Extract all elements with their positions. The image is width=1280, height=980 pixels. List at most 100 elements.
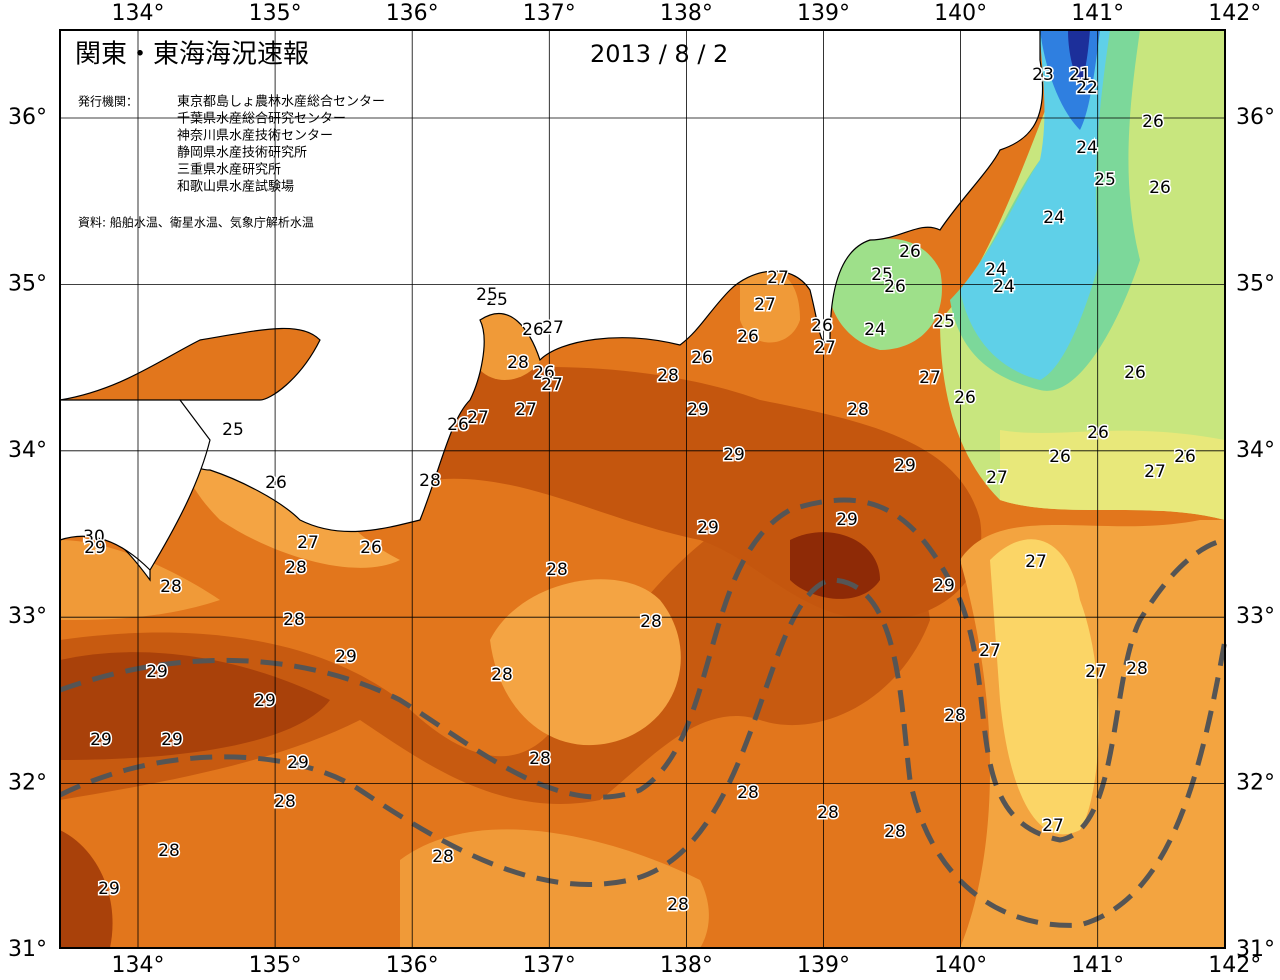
contour-label: 26 bbox=[1174, 447, 1196, 467]
contour-label: 28 bbox=[432, 847, 454, 867]
contour-label: 28 bbox=[419, 471, 441, 491]
lat-label-left: 33° bbox=[8, 604, 47, 629]
lon-label-top: 141° bbox=[1071, 1, 1124, 26]
contour-label: 27 bbox=[515, 400, 537, 420]
contour-label: 27 bbox=[754, 295, 776, 315]
lon-label-bottom: 134° bbox=[112, 953, 165, 978]
contour-label: 29 bbox=[933, 576, 955, 596]
lon-label-bottom: 141° bbox=[1071, 953, 1124, 978]
lat-label-left: 34° bbox=[8, 438, 47, 463]
agency: 三重県水産研究所 bbox=[177, 162, 281, 178]
contour-label: 28 bbox=[817, 803, 839, 823]
contour-label: 26 bbox=[1149, 178, 1171, 198]
contour-label: 28 bbox=[640, 612, 662, 632]
agency: 千葉県水産総合研究センター bbox=[177, 111, 346, 127]
lon-label-bottom: 136° bbox=[386, 953, 439, 978]
contour-label: 26 bbox=[1049, 447, 1071, 467]
lat-label-right: 33° bbox=[1236, 604, 1275, 629]
contour-label: 27 bbox=[979, 641, 1001, 661]
contour-label: 29 bbox=[161, 730, 183, 750]
contour-label: 24 bbox=[1043, 208, 1065, 228]
contour-label: 27 bbox=[467, 408, 489, 428]
agency-list: 東京都島しょ農林水産総合センター千葉県水産総合研究センター神奈川県水産技術センタ… bbox=[177, 94, 385, 195]
contour-label: 29 bbox=[836, 510, 858, 530]
contour-label: 29 bbox=[687, 400, 709, 420]
lat-label-right: 34° bbox=[1236, 438, 1275, 463]
contour-label: 28 bbox=[274, 792, 296, 812]
contour-label: 29 bbox=[254, 691, 276, 711]
agency: 静岡県水産技術研究所 bbox=[177, 145, 307, 161]
contour-label: 26 bbox=[737, 327, 759, 347]
contour-label: 27 bbox=[1025, 552, 1047, 572]
lon-label-top: 142° bbox=[1208, 1, 1261, 26]
graticule bbox=[60, 30, 1225, 948]
lat-label-right: 32° bbox=[1236, 771, 1275, 796]
agencies-label: 発行機関： bbox=[78, 94, 138, 109]
contour-label: 25 bbox=[933, 312, 955, 332]
kuroshio-axis bbox=[58, 497, 1228, 928]
contour-label: 25 bbox=[1094, 170, 1116, 190]
lat-label-left: 32° bbox=[8, 771, 47, 796]
contour-label: 28 bbox=[667, 895, 689, 915]
contour-label: 28 bbox=[491, 665, 513, 685]
map-date: 2013 / 8 / 2 bbox=[590, 40, 728, 68]
map-title: 関東・東海海況速報 bbox=[75, 40, 309, 70]
agency: 神奈川県水産技術センター bbox=[177, 128, 333, 144]
contour-label: 26 bbox=[447, 415, 469, 435]
contour-label: 29 bbox=[894, 456, 916, 476]
contour-label: 27 bbox=[1085, 662, 1107, 682]
contour-label: 21 bbox=[1069, 65, 1091, 85]
contour-label: 28 bbox=[847, 400, 869, 420]
contour-label: 28 bbox=[884, 822, 906, 842]
contour-label: 26 bbox=[360, 538, 382, 558]
lon-label-bottom: 140° bbox=[934, 953, 987, 978]
contour-label: 28 bbox=[158, 841, 180, 861]
contour-label: 22 bbox=[1076, 78, 1098, 98]
map-frame bbox=[59, 29, 1226, 949]
contour-label: 26 bbox=[533, 363, 555, 383]
contour-label: 28 bbox=[507, 353, 529, 373]
lon-label-bottom: 137° bbox=[523, 953, 576, 978]
contour-label: 28 bbox=[737, 783, 759, 803]
contour-label: 26 bbox=[1142, 112, 1164, 132]
contour-label: 27 bbox=[541, 375, 563, 395]
contour-label: 24 bbox=[1076, 138, 1098, 158]
contour-label: 27 bbox=[814, 338, 836, 358]
lon-label-top: 135° bbox=[249, 1, 302, 26]
lon-label-top: 139° bbox=[797, 1, 850, 26]
agency: 和歌山県水産試験場 bbox=[177, 179, 294, 195]
data-source: 資料: 船舶水温、衛星水温、気象庁解析水温 bbox=[78, 215, 314, 230]
lon-label-top: 136° bbox=[386, 1, 439, 26]
contour-label: 26 bbox=[884, 277, 906, 297]
contour-label: 25 bbox=[476, 285, 498, 305]
contour-label: 29 bbox=[98, 879, 120, 899]
contour-label: 26 bbox=[1087, 423, 1109, 443]
lon-label-bottom: 138° bbox=[660, 953, 713, 978]
contour-label: 26 bbox=[811, 316, 833, 336]
contour-label: 28 bbox=[944, 706, 966, 726]
contour-label: 26 bbox=[899, 242, 921, 262]
contour-label: 25 bbox=[486, 290, 508, 310]
lon-label-top: 140° bbox=[934, 1, 987, 26]
contour-label: 24 bbox=[993, 277, 1015, 297]
contour-label: 27 bbox=[542, 318, 564, 338]
contour-label: 27 bbox=[986, 468, 1008, 488]
lat-label-right: 36° bbox=[1236, 105, 1275, 130]
contour-label: 29 bbox=[287, 753, 309, 773]
contour-label: 27 bbox=[767, 268, 789, 288]
contour-label: 29 bbox=[90, 730, 112, 750]
contour-label: 23 bbox=[1032, 65, 1054, 85]
contour-label: 26 bbox=[691, 348, 713, 368]
contour-label: 28 bbox=[657, 366, 679, 386]
contour-label: 29 bbox=[335, 647, 357, 667]
lat-label-right: 31° bbox=[1236, 937, 1275, 962]
contour-label: 26 bbox=[954, 388, 976, 408]
contour-label: 29 bbox=[146, 662, 168, 682]
contour-label: 26 bbox=[1124, 363, 1146, 383]
contour-label: 28 bbox=[285, 558, 307, 578]
lon-label-top: 138° bbox=[660, 1, 713, 26]
contour-label: 28 bbox=[529, 749, 551, 769]
contour-label: 24 bbox=[985, 260, 1007, 280]
